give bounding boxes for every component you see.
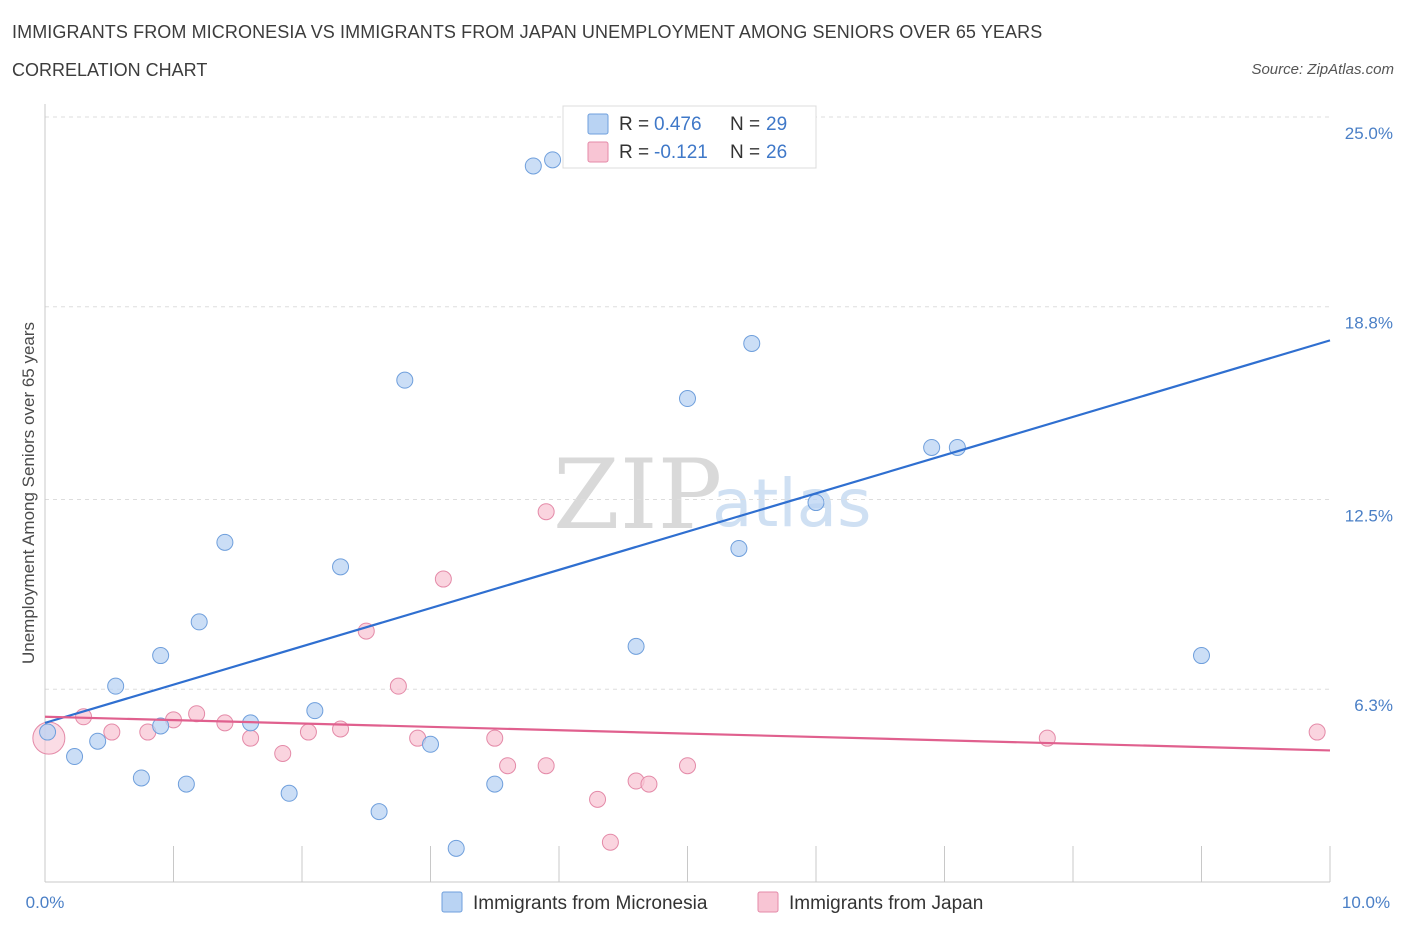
- chart-title: IMMIGRANTS FROM MICRONESIA VS IMMIGRANTS…: [12, 22, 1043, 42]
- watermark-atlas: atlas: [712, 465, 872, 542]
- point-micronesia: [447, 839, 465, 857]
- point-micronesia: [306, 702, 324, 720]
- y-tick-label: 12.5%: [1345, 507, 1393, 526]
- series-legend: Immigrants from Micronesia Immigrants fr…: [441, 891, 983, 914]
- legend-r-value-japan: -0.121: [654, 142, 708, 163]
- correlation-legend: R = 0.476 N = 29 R = -0.121 N = 26: [562, 105, 817, 169]
- point-japan: [589, 790, 607, 808]
- point-japan: [242, 729, 260, 747]
- point-micronesia: [1193, 647, 1210, 665]
- point-micronesia: [730, 539, 748, 557]
- point-japan: [216, 714, 234, 732]
- point-japan: [188, 705, 206, 723]
- point-japan: [299, 723, 317, 741]
- bottom-legend-label-japan: Immigrants from Japan: [789, 893, 983, 914]
- point-micronesia: [743, 334, 761, 352]
- watermark-zip: ZIP: [553, 439, 722, 551]
- point-japan: [103, 723, 121, 741]
- x-tick-label-min: 0.0%: [26, 893, 65, 912]
- point-micronesia: [422, 735, 439, 753]
- point-micronesia: [152, 717, 170, 735]
- point-micronesia: [190, 613, 208, 631]
- point-micronesia: [216, 533, 234, 551]
- point-japan: [486, 729, 504, 747]
- point-japan: [499, 757, 517, 775]
- legend-r-label-japan: R =: [619, 142, 649, 163]
- legend-n-label-japan: N =: [730, 142, 760, 163]
- point-japan: [679, 757, 696, 775]
- trend-line-micronesia: [44, 339, 1331, 724]
- point-japan: [1308, 723, 1326, 741]
- point-japan: [601, 833, 619, 851]
- bottom-legend-swatch-micronesia: [441, 891, 463, 913]
- point-micronesia: [177, 775, 195, 793]
- y-axis-tick-labels: 6.3% 12.5% 18.8% 25.0%: [1345, 124, 1393, 715]
- point-micronesia: [370, 803, 388, 821]
- y-tick-label: 25.0%: [1345, 124, 1393, 143]
- series-japan-points: [32, 503, 1326, 851]
- y-tick-label: 6.3%: [1354, 696, 1393, 715]
- point-micronesia: [66, 748, 84, 766]
- x-axis-ticks: [44, 846, 1331, 882]
- point-micronesia: [107, 677, 125, 695]
- legend-swatch-micronesia: [587, 113, 609, 135]
- point-japan: [274, 744, 292, 762]
- point-japan: [640, 775, 658, 793]
- point-micronesia: [923, 438, 941, 456]
- legend-r-value-micronesia: 0.476: [654, 114, 702, 135]
- point-micronesia: [39, 723, 57, 741]
- point-micronesia: [396, 371, 414, 389]
- chart-subtitle: CORRELATION CHART: [12, 60, 208, 80]
- series-micronesia-points: [39, 151, 1210, 857]
- point-micronesia: [152, 647, 170, 665]
- point-japan: [434, 570, 452, 588]
- point-micronesia: [679, 390, 696, 408]
- point-japan: [389, 677, 407, 695]
- source-label: Source: ZipAtlas.com: [1251, 61, 1394, 78]
- legend-swatch-japan: [587, 141, 609, 163]
- bottom-legend-label-micronesia: Immigrants from Micronesia: [473, 893, 708, 914]
- point-japan: [537, 757, 555, 775]
- point-micronesia: [544, 151, 562, 169]
- y-axis-label: Unemployment Among Seniors over 65 years: [19, 322, 38, 664]
- y-tick-label: 18.8%: [1345, 314, 1393, 333]
- point-micronesia: [332, 558, 350, 576]
- point-micronesia: [524, 157, 542, 175]
- bottom-legend-swatch-japan: [757, 891, 779, 913]
- point-micronesia: [627, 637, 645, 655]
- point-micronesia: [132, 769, 150, 787]
- point-micronesia: [807, 494, 825, 512]
- point-japan: [537, 503, 555, 521]
- legend-r-label-micronesia: R =: [619, 114, 649, 135]
- legend-n-value-japan: 26: [766, 142, 787, 163]
- point-micronesia: [280, 784, 298, 802]
- point-micronesia: [89, 732, 107, 750]
- legend-n-value-micronesia: 29: [766, 114, 787, 135]
- x-tick-label-max: 10.0%: [1342, 893, 1390, 912]
- legend-n-label-micronesia: N =: [730, 114, 760, 135]
- point-micronesia: [486, 775, 504, 793]
- trend-line-japan: [44, 715, 1331, 752]
